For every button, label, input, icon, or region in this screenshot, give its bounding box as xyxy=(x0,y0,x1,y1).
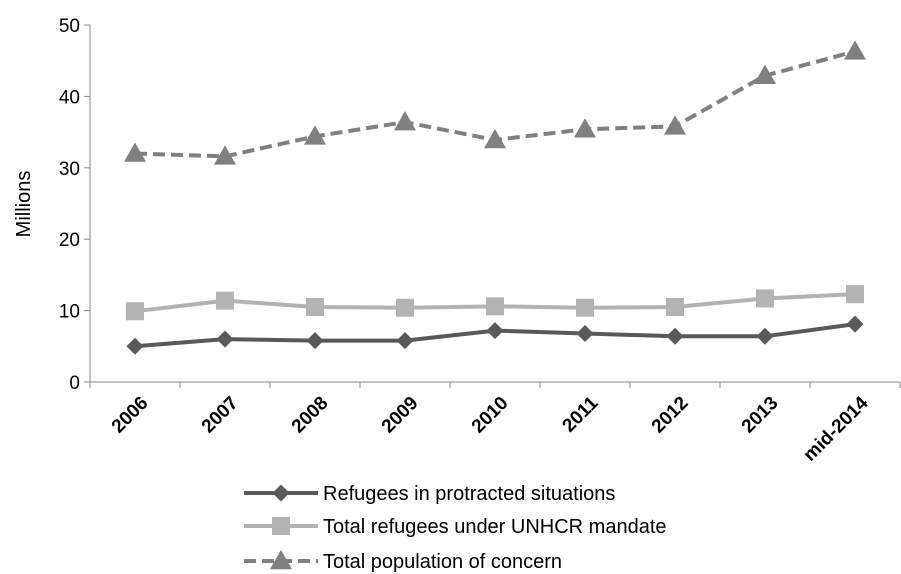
x-tick-label: 2012 xyxy=(648,393,693,438)
y-tick-label: 30 xyxy=(59,159,80,180)
legend-entry: Total refugees under UNHCR mandate xyxy=(244,516,667,538)
data-point-triangle xyxy=(844,40,866,60)
plot-area xyxy=(124,40,866,355)
data-point-triangle xyxy=(394,111,416,131)
data-point-square xyxy=(306,298,324,317)
data-point-triangle xyxy=(754,64,776,84)
y-tick-labels: 0 10 20 30 40 50 xyxy=(59,16,80,394)
data-point-diamond xyxy=(486,322,504,340)
x-tick-label: 2007 xyxy=(198,393,243,438)
data-point-triangle xyxy=(574,118,596,138)
data-point-diamond xyxy=(272,484,290,502)
x-tick-label: 2010 xyxy=(468,393,513,438)
axes xyxy=(84,24,901,388)
data-point-square xyxy=(216,291,234,310)
data-point-triangle xyxy=(124,142,146,162)
x-tick-labels: 2006 2007 2008 2009 2010 2011 2012 2013 mid-2014 xyxy=(108,392,873,465)
data-point-diamond xyxy=(306,332,324,350)
x-tick-label: 2011 xyxy=(559,392,603,436)
series-3 xyxy=(124,40,866,165)
y-tick-label: 50 xyxy=(59,16,80,37)
legend-label: Refugees in protracted situations xyxy=(323,483,615,505)
series-2 xyxy=(126,285,864,321)
data-point-square xyxy=(756,289,774,308)
y-tick-label: 20 xyxy=(59,230,80,251)
x-tick-label: 2009 xyxy=(378,393,423,438)
y-tick-label: 40 xyxy=(59,87,80,108)
data-point-diamond xyxy=(666,327,684,345)
data-point-triangle xyxy=(664,115,686,135)
data-point-square xyxy=(486,297,504,316)
data-point-triangle xyxy=(304,125,326,145)
y-tick-label: 10 xyxy=(59,302,80,323)
legend-label: Total refugees under UNHCR mandate xyxy=(323,516,667,538)
data-point-square xyxy=(666,298,684,317)
data-point-diamond xyxy=(396,332,414,350)
data-point-square xyxy=(272,517,290,535)
series-1 xyxy=(126,315,864,355)
data-point-square xyxy=(576,298,594,317)
data-point-diamond xyxy=(216,330,234,348)
data-point-diamond xyxy=(846,315,864,333)
data-point-triangle xyxy=(270,550,292,570)
x-tick-label: 2006 xyxy=(108,393,153,438)
x-tick-label: 2013 xyxy=(738,393,783,438)
data-point-triangle xyxy=(484,128,506,149)
data-point-diamond xyxy=(126,337,144,355)
data-point-square xyxy=(846,285,864,304)
x-tick-label: mid-2014 xyxy=(799,392,872,465)
x-tick-label: 2008 xyxy=(288,393,333,438)
data-point-square xyxy=(126,302,144,321)
legend-entry: Total population of concern xyxy=(244,550,562,573)
legend: Refugees in protracted situations Total r… xyxy=(244,483,667,573)
data-point-triangle xyxy=(214,145,236,165)
data-point-diamond xyxy=(576,324,594,342)
data-point-diamond xyxy=(756,327,774,345)
legend-entry: Refugees in protracted situations xyxy=(244,483,615,505)
data-point-square xyxy=(396,298,414,317)
y-tick-label: 0 xyxy=(69,373,80,394)
y-axis-label: Millions xyxy=(13,171,35,238)
legend-label: Total population of concern xyxy=(323,551,562,573)
